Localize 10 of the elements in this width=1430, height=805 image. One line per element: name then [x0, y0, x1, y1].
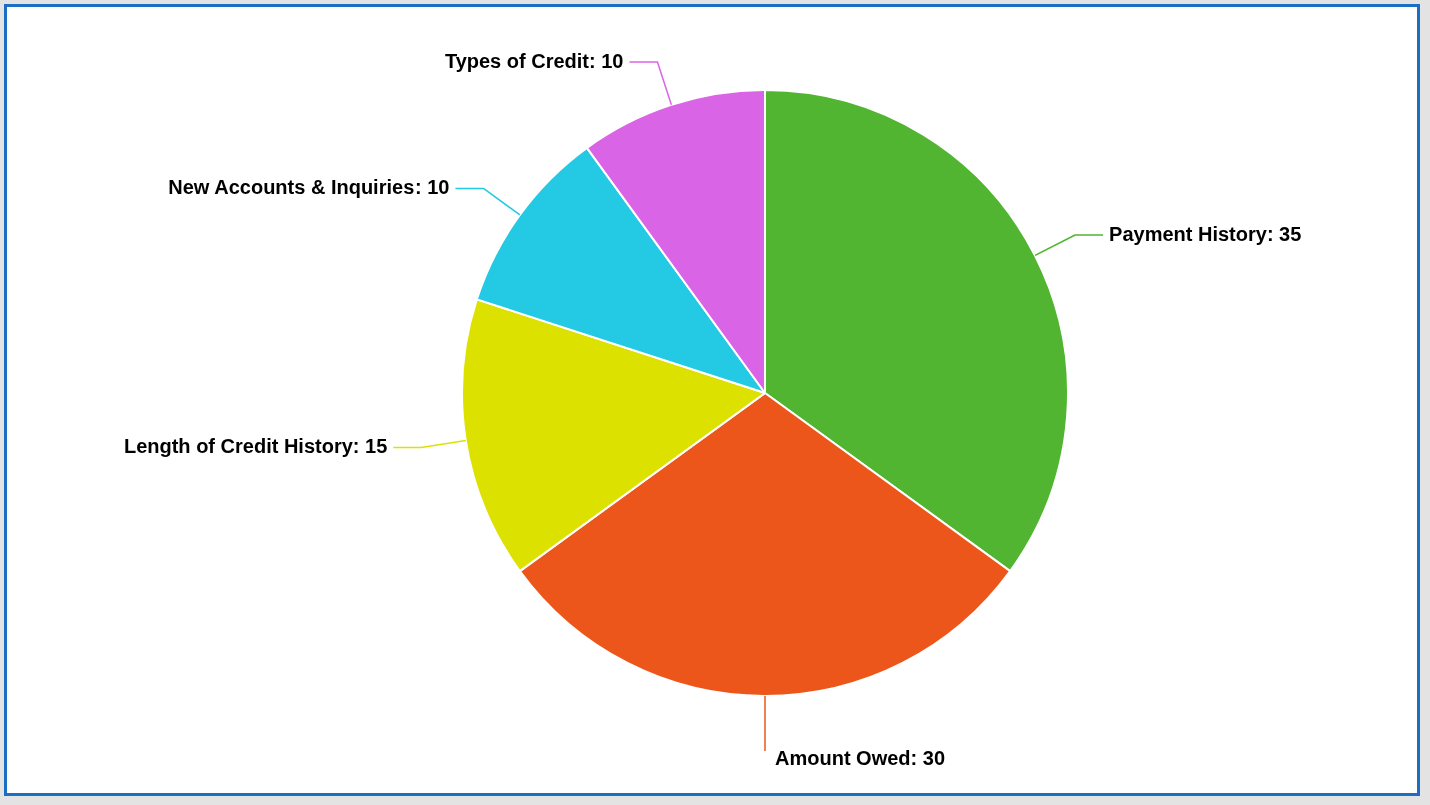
data-label: : 10: [589, 49, 624, 72]
data-label: : 35: [1266, 222, 1302, 245]
data-label: : 10: [415, 175, 450, 198]
slice-label: Payment History: [1109, 222, 1268, 245]
slice-label: Amount Owed: [775, 746, 911, 769]
slice-label: Types of Credit: [444, 49, 590, 72]
slice-label: Length of Credit History: [123, 434, 354, 457]
slice-label: New Accounts & Inquiries: [168, 175, 415, 198]
data-label: : 30: [910, 746, 946, 769]
data-label: : 15: [352, 434, 388, 457]
